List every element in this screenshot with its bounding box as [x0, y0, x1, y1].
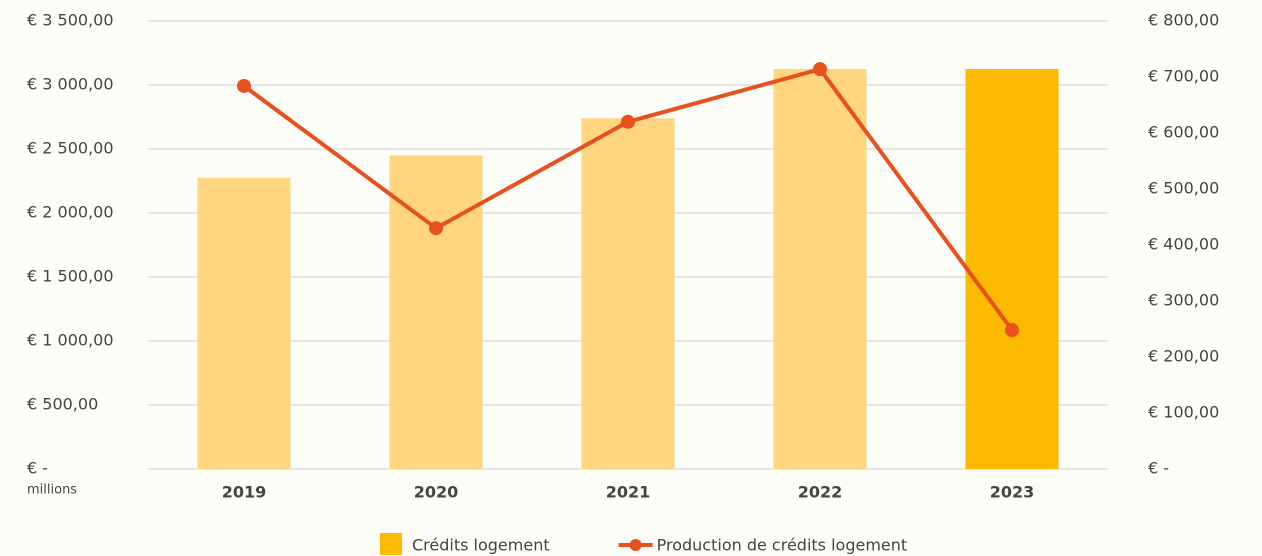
x-tick-label: 2023 [990, 483, 1035, 502]
y-tick-label: € 2 000,00 [27, 203, 114, 222]
y2-tick-label: € 800,00 [1148, 11, 1219, 30]
y-tick-label: € 1 500,00 [27, 267, 114, 286]
x-tick-label: 2019 [222, 483, 267, 502]
bar [197, 177, 291, 470]
y2-tick-label: € 500,00 [1148, 179, 1219, 198]
legend-label: Crédits logement [412, 536, 550, 555]
y2-tick-label: € 100,00 [1148, 403, 1219, 422]
y2-tick-label: € 300,00 [1148, 291, 1219, 310]
y-tick-label: € 2 500,00 [27, 139, 114, 158]
y-axis-unit: millions [27, 483, 77, 498]
bar [581, 118, 675, 469]
y-tick-label: € 3 500,00 [27, 11, 114, 30]
x-tick-label: 2021 [606, 483, 651, 502]
line-point [813, 62, 827, 77]
y2-tick-label: € 700,00 [1148, 67, 1219, 86]
y2-tick-label: € 200,00 [1148, 347, 1219, 366]
y-tick-label: € 1 000,00 [27, 331, 114, 350]
bar [773, 69, 867, 469]
line-point [237, 78, 251, 93]
y-tick-label: € - [27, 459, 48, 478]
y-tick-label: € 3 000,00 [27, 75, 114, 94]
y2-tick-label: € 600,00 [1148, 123, 1219, 142]
y-tick-label: € 500,00 [27, 395, 98, 414]
y2-tick-label: € - [1148, 459, 1169, 478]
line-point [429, 221, 443, 236]
x-tick-label: 2020 [414, 483, 459, 502]
line-point [621, 114, 635, 129]
line-point [1005, 323, 1019, 338]
legend-label: Production de crédits logement [657, 536, 908, 555]
y2-tick-label: € 400,00 [1148, 235, 1219, 254]
legend-swatch [380, 533, 402, 555]
legend-swatch [629, 539, 642, 551]
x-tick-label: 2022 [798, 483, 843, 502]
bar [965, 69, 1059, 469]
